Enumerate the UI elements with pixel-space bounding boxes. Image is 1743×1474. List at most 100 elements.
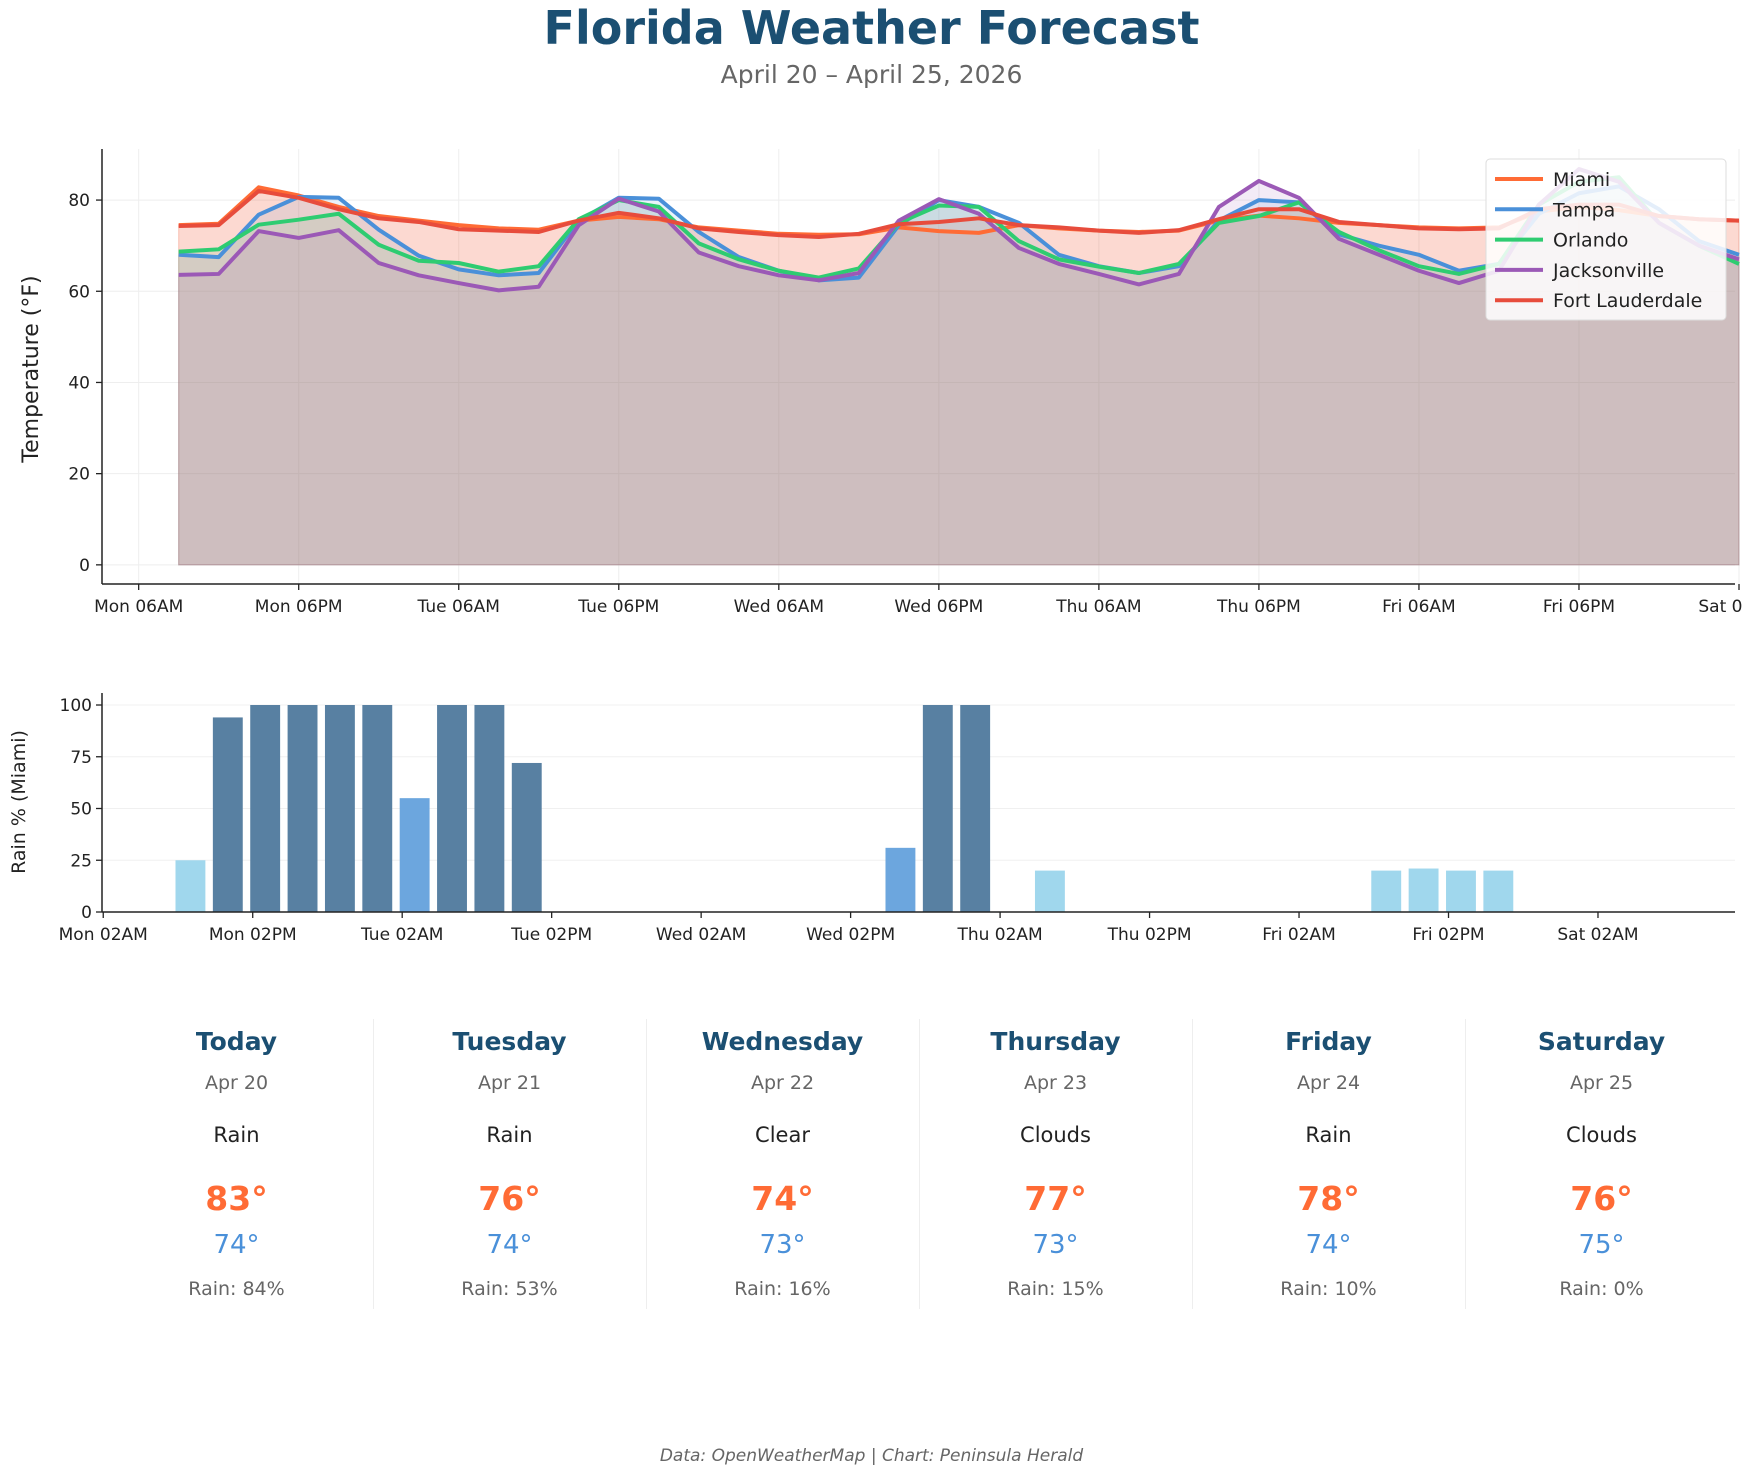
day-rain-chance: Rain: 0%: [1559, 1278, 1644, 1300]
x-tick-label: Wed 06AM: [734, 597, 824, 617]
x-tick-label: Fri 06AM: [1382, 597, 1456, 617]
day-date: Apr 25: [1569, 1072, 1634, 1094]
day-high-temp: 77°: [1024, 1179, 1087, 1218]
x-tick-label: Wed 02PM: [806, 925, 895, 945]
day-high-temp: 78°: [1297, 1179, 1360, 1218]
day-condition: Clouds: [1566, 1123, 1637, 1147]
card-divider: [919, 1019, 920, 1309]
rain-bar: [1408, 868, 1439, 912]
y-tick-label: 80: [68, 191, 90, 211]
rain-bar: [324, 705, 355, 912]
x-tick-label: Thu 06PM: [1216, 597, 1301, 617]
y-tick-label: 100: [60, 696, 92, 716]
y-tick-label: 40: [68, 373, 90, 393]
card-divider: [1465, 1019, 1466, 1309]
x-tick-label: Wed 02AM: [656, 925, 746, 945]
y-axis-label: Rain % (Miami): [8, 730, 30, 874]
rain-bar: [250, 705, 281, 912]
day-name: Friday: [1285, 1027, 1372, 1056]
card-divider: [1192, 1019, 1193, 1309]
day-rain-chance: Rain: 53%: [461, 1278, 558, 1300]
x-tick-label: Mon 02AM: [59, 925, 148, 945]
x-tick-label: Tue 02PM: [510, 925, 592, 945]
legend-box: [1485, 158, 1727, 321]
day-card: Friday Apr 24 Rain 78° 74° Rain: 10%: [1192, 1019, 1465, 1309]
x-tick-label: Fri 02PM: [1412, 925, 1484, 945]
day-rain-chance: Rain: 84%: [188, 1278, 285, 1300]
day-high-temp: 83°: [205, 1179, 268, 1218]
day-name: Today: [195, 1027, 278, 1056]
day-condition: Rain: [486, 1123, 533, 1147]
x-tick-label: Wed 06PM: [894, 597, 983, 617]
rain-bar: [1446, 870, 1476, 912]
x-tick-label: Sat 02AM: [1557, 925, 1638, 945]
day-card: Thursday Apr 23 Clouds 77° 73° Rain: 15%: [919, 1019, 1192, 1309]
y-axis-label: Temperature (°F): [19, 275, 44, 463]
day-date: Apr 23: [1023, 1072, 1088, 1094]
footer-credit: Data: OpenWeatherMap | Chart: Peninsula …: [659, 1446, 1084, 1466]
x-tick-label: Thu 06AM: [1055, 597, 1141, 617]
x-tick-label: Tue 02AM: [360, 925, 443, 945]
day-high-temp: 76°: [1570, 1179, 1633, 1218]
day-card: Saturday Apr 25 Clouds 76° 75° Rain: 0%: [1465, 1019, 1738, 1309]
day-low-temp: 73°: [759, 1230, 806, 1260]
legend-label: Jacksonville: [1552, 260, 1664, 282]
y-tick-label: 60: [68, 282, 90, 302]
day-rain-chance: Rain: 16%: [734, 1278, 831, 1300]
day-date: Apr 21: [477, 1072, 542, 1094]
day-date: Apr 24: [1296, 1072, 1361, 1094]
day-condition: Clouds: [1020, 1123, 1091, 1147]
legend-label: Fort Lauderdale: [1553, 290, 1702, 312]
rain-bar: [511, 762, 542, 912]
rain-bar: [437, 705, 467, 912]
day-name: Wednesday: [701, 1027, 864, 1056]
day-name: Saturday: [1537, 1027, 1666, 1056]
y-tick-label: 20: [68, 465, 90, 485]
day-condition: Rain: [1305, 1123, 1352, 1147]
rain-bar: [474, 705, 505, 912]
day-low-temp: 75°: [1578, 1230, 1625, 1260]
x-tick-label: Mon 06AM: [94, 597, 183, 617]
rain-bar: [885, 847, 916, 912]
rain-bar: [1034, 870, 1065, 912]
x-tick-label: Thu 02PM: [1107, 925, 1192, 945]
line-fort-lauderdale: [178, 188, 1740, 240]
day-date: Apr 22: [750, 1072, 815, 1094]
legend-label: Tampa: [1552, 199, 1615, 221]
day-low-temp: 74°: [213, 1230, 260, 1260]
y-tick-label: 75: [70, 748, 92, 768]
day-condition: Rain: [213, 1123, 260, 1147]
rain-bar: [362, 705, 393, 912]
day-high-temp: 76°: [478, 1179, 541, 1218]
x-tick-label: Fri 06PM: [1543, 597, 1615, 617]
legend-label: Orlando: [1553, 230, 1628, 252]
day-low-temp: 74°: [1305, 1230, 1352, 1260]
x-tick-label: Mon 06PM: [255, 597, 343, 617]
day-condition: Clear: [755, 1123, 810, 1147]
day-rain-chance: Rain: 15%: [1007, 1278, 1104, 1300]
charts-svg: Mon 06AM Mon 06PM Tue 06AM Tue 06PM Wed 06AM…: [8, 149, 1743, 945]
day-card: Today Apr 20 Rain 83° 74° Rain: 84%: [100, 1019, 373, 1309]
chart-subtitle: April 20 – April 25, 2026: [720, 60, 1023, 89]
rain-bar: [399, 798, 430, 912]
chart-title: Florida Weather Forecast: [543, 1, 1200, 55]
rain-bar: [1483, 870, 1514, 912]
rain-bar: [960, 705, 991, 912]
x-tick-label: Sat 06AM: [1698, 597, 1743, 617]
y-tick-label: 50: [70, 800, 92, 820]
rain-bar: [287, 705, 318, 912]
day-rain-chance: Rain: 10%: [1280, 1278, 1377, 1300]
y-tick-label: 0: [81, 903, 92, 923]
day-name: Tuesday: [452, 1027, 567, 1056]
x-tick-label: Thu 02AM: [956, 925, 1042, 945]
day-card: Wednesday Apr 22 Clear 74° 73° Rain: 16%: [646, 1019, 919, 1309]
y-tick-label: 25: [70, 851, 92, 871]
legend-label: Miami: [1553, 169, 1610, 191]
day-low-temp: 73°: [1032, 1230, 1079, 1260]
rain-bar: [922, 705, 953, 912]
x-tick-label: Mon 02PM: [209, 925, 297, 945]
y-tick-label: 0: [79, 556, 90, 576]
day-name: Thursday: [990, 1027, 1121, 1056]
day-date: Apr 20: [204, 1072, 269, 1094]
rain-bar: [175, 860, 206, 912]
